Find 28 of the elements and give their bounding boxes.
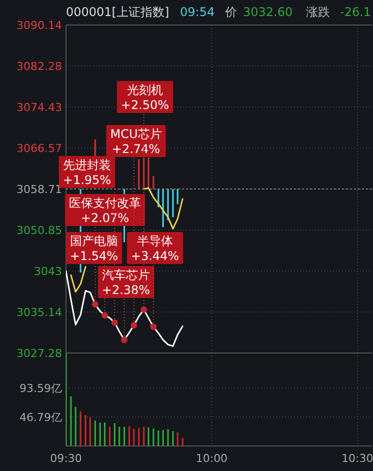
annotation: 国产电脑 +1.54% [70, 234, 118, 263]
x-tick-label: 10:30 [342, 452, 373, 465]
y-tick-label: 3074.43 [16, 100, 62, 114]
y-tick-label: 3058.71 [16, 183, 62, 196]
chart-title: 000001[上证指数] [66, 5, 170, 19]
text: 3032.60 [243, 5, 293, 19]
x-tick-label: 09:30 [50, 452, 82, 465]
x-tick-label: 10:00 [196, 452, 228, 465]
y-tick-label: 3035.14 [16, 306, 62, 319]
y-tick-label: 3043 [34, 264, 62, 278]
y-tick-label: 3090.14 [16, 19, 62, 32]
annotation: MCU芯片 +2.74% [110, 127, 162, 156]
annotation: 先进封装 +1.95% [62, 158, 112, 187]
text: -26.1 [340, 5, 372, 19]
y-tick-label: 3050.85 [16, 224, 62, 238]
y-tick-label: 93.59亿 [20, 382, 62, 395]
annotation: 汽车芯片 +2.38% [102, 268, 150, 297]
annotation: 医保支付改革 +2.07% [69, 196, 141, 225]
y-tick-label: 3027.28 [16, 347, 62, 360]
text: 价 [224, 5, 237, 19]
annotation: 光刻机 +2.50% [120, 83, 170, 112]
annotation: 半导体 +3.44% [130, 234, 180, 263]
line-series [66, 270, 184, 347]
text: 09:54 [180, 5, 215, 19]
text: 涨跌 [306, 5, 330, 19]
y-tick-label: 3082.28 [16, 60, 62, 74]
y-tick-label: 3066.57 [16, 142, 62, 155]
y-tick-label: 46.79亿 [20, 410, 62, 424]
